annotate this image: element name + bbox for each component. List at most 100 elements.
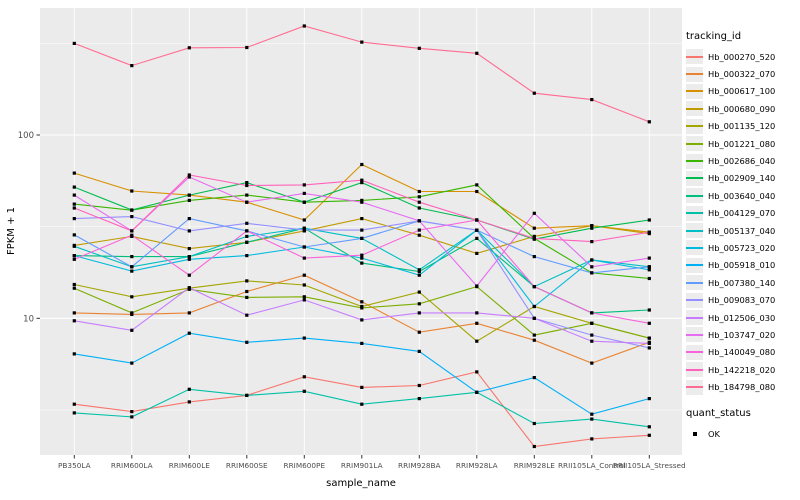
legend-item-Hb_184798_080: Hb_184798_080 bbox=[686, 378, 800, 395]
data-point bbox=[245, 200, 249, 204]
legend-label: Hb_012506_030 bbox=[708, 312, 776, 323]
data-point bbox=[360, 402, 364, 406]
data-point bbox=[360, 253, 364, 257]
data-point bbox=[475, 236, 479, 240]
data-point bbox=[187, 255, 191, 259]
data-point bbox=[360, 261, 364, 265]
data-point bbox=[245, 183, 249, 188]
data-point bbox=[245, 229, 249, 233]
legend-item-Hb_005918_010: Hb_005918_010 bbox=[686, 257, 800, 274]
line-key-icon bbox=[686, 205, 703, 221]
data-point bbox=[187, 175, 191, 179]
data-point bbox=[187, 400, 191, 404]
data-point bbox=[417, 397, 421, 401]
legend-label: Hb_000617_100 bbox=[708, 86, 776, 97]
line-key-icon bbox=[686, 275, 703, 291]
data-point bbox=[532, 444, 536, 449]
legend-label: Hb_009083_070 bbox=[708, 295, 776, 306]
data-point bbox=[532, 421, 536, 426]
data-point bbox=[475, 370, 479, 374]
data-point bbox=[417, 269, 421, 274]
data-point bbox=[590, 417, 594, 421]
data-point bbox=[360, 181, 364, 185]
legend-item-Hb_003640_040: Hb_003640_040 bbox=[686, 187, 800, 204]
data-point bbox=[475, 339, 479, 343]
data-point bbox=[532, 91, 536, 95]
data-point bbox=[475, 51, 479, 55]
data-point bbox=[590, 224, 594, 228]
legend-label: Hb_184798_080 bbox=[708, 382, 776, 393]
data-point bbox=[647, 336, 651, 340]
data-point bbox=[417, 195, 421, 199]
data-point bbox=[532, 316, 536, 320]
legend-item-Hb_009083_070: Hb_009083_070 bbox=[686, 291, 800, 308]
y-axis-title: FPKM + 1 bbox=[6, 207, 17, 255]
data-point bbox=[590, 321, 594, 325]
data-point bbox=[590, 339, 594, 343]
data-point bbox=[417, 233, 421, 237]
data-point bbox=[302, 24, 306, 28]
data-point bbox=[360, 178, 364, 182]
data-point bbox=[130, 208, 134, 212]
data-point bbox=[475, 183, 479, 187]
data-point bbox=[72, 233, 76, 237]
data-point bbox=[647, 265, 651, 269]
legend-item-Hb_012506_030: Hb_012506_030 bbox=[686, 309, 800, 326]
legend-label: Hb_005723_020 bbox=[708, 242, 776, 253]
line-key-icon bbox=[686, 292, 703, 308]
data-point bbox=[302, 183, 306, 187]
line-key-icon bbox=[686, 344, 703, 360]
line-key-icon bbox=[686, 136, 703, 152]
data-point bbox=[532, 211, 536, 215]
x-tick-label: PB350LA bbox=[58, 461, 91, 470]
data-point bbox=[417, 206, 421, 210]
x-tick-label: RRIM928LE bbox=[514, 461, 556, 470]
data-point bbox=[647, 425, 651, 429]
data-point bbox=[532, 236, 536, 240]
legend-item-Hb_005723_020: Hb_005723_020 bbox=[686, 239, 800, 256]
data-point bbox=[417, 349, 421, 353]
data-point bbox=[475, 284, 479, 288]
data-point bbox=[302, 200, 306, 204]
data-point bbox=[72, 411, 76, 415]
y-tick-label: 100 bbox=[18, 131, 34, 141]
data-point bbox=[130, 410, 134, 414]
data-point bbox=[475, 218, 479, 222]
data-point bbox=[647, 120, 651, 124]
x-tick-label: RRIM600LE bbox=[169, 461, 211, 470]
legend-item-Hb_001221_080: Hb_001221_080 bbox=[686, 135, 800, 152]
data-point bbox=[647, 268, 651, 272]
data-point bbox=[360, 385, 364, 389]
data-point bbox=[302, 375, 306, 379]
data-point bbox=[532, 234, 536, 238]
legend-label: Hb_005137_040 bbox=[708, 225, 776, 236]
data-point bbox=[245, 340, 249, 344]
data-point bbox=[360, 341, 364, 345]
legend-item-Hb_005137_040: Hb_005137_040 bbox=[686, 222, 800, 239]
data-point bbox=[187, 198, 191, 202]
data-point bbox=[417, 268, 421, 272]
data-point bbox=[417, 273, 421, 277]
data-point bbox=[302, 298, 306, 302]
data-point bbox=[360, 228, 364, 232]
data-point bbox=[245, 279, 249, 283]
data-point bbox=[130, 255, 134, 259]
legend-item-Hb_000322_070: Hb_000322_070 bbox=[686, 65, 800, 82]
data-point bbox=[187, 331, 191, 335]
x-tick-label: RRIM928BA bbox=[398, 461, 441, 470]
legend-label: Hb_140049_080 bbox=[708, 347, 776, 358]
data-point bbox=[130, 295, 134, 299]
data-point bbox=[590, 311, 594, 315]
data-point bbox=[647, 230, 651, 234]
data-point bbox=[590, 333, 594, 337]
legend-item-Hb_142218_020: Hb_142218_020 bbox=[686, 361, 800, 378]
data-point bbox=[72, 352, 76, 356]
data-point bbox=[360, 40, 364, 44]
data-point bbox=[360, 162, 364, 167]
data-point bbox=[302, 228, 306, 232]
data-point bbox=[245, 393, 249, 397]
x-tick-label: RRIM928LA bbox=[456, 461, 498, 470]
data-point bbox=[302, 226, 306, 230]
legend-label: Hb_005918_010 bbox=[708, 260, 776, 271]
